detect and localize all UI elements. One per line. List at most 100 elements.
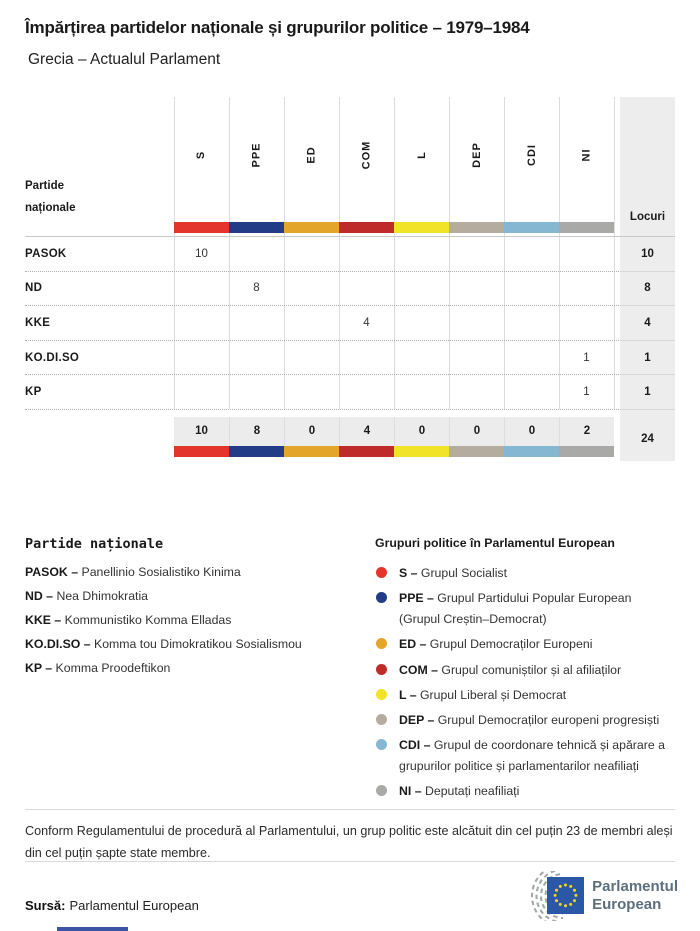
total-NI: 2 (559, 416, 614, 446)
table-row-PASOK: PASOK 10 10 (25, 237, 675, 272)
party-label: PASOK (25, 247, 67, 260)
seats-KP: 1 (620, 375, 675, 410)
column-separator (449, 97, 450, 409)
group-legend-text: CDI – Grupul de coordonare tehnică și ap… (399, 735, 675, 777)
cell-KO.DI.SO-CDI (504, 341, 559, 375)
row-header-label: Partide naționale (25, 180, 76, 214)
group-legend-item-COM: COM – Grupul comuniștilor și al afiliați… (375, 660, 675, 681)
divider-top (25, 809, 675, 810)
group-name: Grupul de coordonare tehnică și apărare … (399, 737, 665, 774)
cell-KP-DEP (449, 375, 504, 409)
party-legend-item-KKE: KKE – Kommunistiko Komma Elladas (25, 613, 375, 627)
cell-KO.DI.SO-PPE (229, 341, 284, 375)
party-legend-item-ND: ND – Nea Dhimokratia (25, 589, 375, 603)
divider-bottom (25, 861, 675, 862)
party-legend-item-KP: KP – Komma Proodeftikon (25, 661, 375, 675)
group-abbr: L – (399, 687, 420, 702)
column-header-label: COM (360, 140, 373, 170)
source-line: Sursă: Parlamentul European (25, 898, 199, 913)
group-legend-text: L – Grupul Liberal și Democrat (399, 685, 566, 706)
cell-ND-DEP (449, 272, 504, 306)
group-color-dot-PPE (376, 592, 387, 604)
ep-logo-line2: European (592, 896, 662, 913)
party-legend-item-PASOK: PASOK – Panellinio Sosialistiko Kinima (25, 565, 375, 579)
party-label: ND (25, 282, 43, 295)
cell-ND-NI (559, 272, 614, 306)
column-separator (229, 97, 230, 409)
cell-ND-CDI (504, 272, 559, 306)
bottom-blue-strip (57, 927, 128, 931)
group-color-bar-NI (559, 222, 614, 233)
group-color-bar-NI (559, 445, 614, 457)
party-legend-item-KO.DI.SO: KO.DI.SO – Komma tou Dimokratikou Sosial… (25, 637, 375, 651)
group-abbr: COM – (399, 662, 442, 677)
total-PPE: 8 (229, 416, 284, 446)
cell-PASOK-COM (339, 237, 394, 271)
column-header-NI: NI (559, 97, 614, 213)
group-color-bar-L (394, 222, 449, 233)
group-color-dot-CDI (376, 738, 387, 750)
column-header-label: PPE (250, 142, 263, 168)
seats-KKE: 4 (620, 306, 675, 341)
group-abbr: S – (399, 566, 421, 580)
seats-ND: 8 (620, 271, 675, 307)
group-abbr: NI – (399, 784, 425, 799)
party-name: Komma tou Dimokratikou Sosialismou (94, 637, 302, 651)
group-name: Grupul comuniștilor și al afiliaților (441, 662, 622, 677)
ep-logo-text: Parlamentul European (592, 878, 678, 914)
column-separator (174, 97, 175, 409)
column-separator (559, 97, 560, 409)
cell-KP-CDI (504, 375, 559, 409)
group-name: Deputați neafiliați (424, 784, 520, 799)
table-row-ND: ND 8 8 (25, 271, 675, 307)
group-name: Grupul Liberal și Democrat (419, 687, 567, 702)
cell-PASOK-ED (284, 237, 339, 271)
party-legend: Partide naționale PASOK – Panellinio Sos… (25, 536, 375, 806)
column-header-label: NI (580, 148, 593, 162)
total-S: 10 (195, 425, 208, 438)
column-header-label: L (415, 151, 428, 159)
party-abbr: KO.DI.SO – (25, 637, 95, 651)
total-DEP: 0 (449, 416, 504, 446)
group-legend-text: PPE – Grupul Partidului Popular European… (399, 588, 675, 630)
source-label: Sursă: (25, 898, 66, 913)
group-name: Grupul Partidului Popular European (Grup… (399, 591, 632, 627)
group-color-bar-PPE (229, 222, 284, 233)
seats-table: S PPE ED COM L DEP CDI NI Partide naționale Loc… (25, 97, 675, 461)
column-header-L: L (394, 97, 449, 213)
cell-ND-ED (284, 272, 339, 306)
cell-ND-PPE: 8 (253, 282, 260, 295)
party-label: KKE (25, 316, 51, 329)
cell-KP-L (394, 375, 449, 409)
seats-KO.DI.SO: 1 (620, 340, 675, 376)
party-label: KO.DI.SO (25, 351, 80, 364)
group-color-dot-DEP (376, 713, 387, 725)
cell-PASOK-NI (559, 237, 614, 271)
table-gap (25, 410, 675, 417)
group-name: Grupul Democraților europeni progresiști (437, 712, 660, 727)
group-legend-item-DEP: DEP – Grupul Democraților europeni progr… (375, 710, 675, 731)
party-legend-heading: Partide naționale (25, 536, 164, 552)
group-legend-item-S: S – Grupul Socialist (375, 563, 675, 584)
group-color-bar-S (174, 445, 229, 457)
group-abbr: PPE – (399, 591, 438, 606)
group-color-dot-COM (376, 663, 387, 675)
party-name: Nea Dhimokratia (56, 589, 149, 603)
column-separator (339, 97, 340, 409)
page-subtitle: Grecia – Actualul Parlament (28, 51, 221, 68)
column-header-PPE: PPE (229, 97, 284, 213)
group-color-bar-CDI (504, 222, 559, 233)
cell-ND-S (174, 272, 229, 306)
column-separator (504, 97, 505, 409)
total-COM: 4 (339, 416, 394, 446)
ep-logo-line1: Parlamentul (592, 878, 678, 895)
column-header-CDI: CDI (504, 97, 559, 213)
totals-color-bars (174, 445, 614, 457)
cell-KO.DI.SO-ED (284, 341, 339, 375)
column-header-label: CDI (525, 144, 538, 166)
group-legend-heading: Grupuri politice în Parlamentul European (375, 536, 615, 550)
group-legend: Grupuri politice în Parlamentul European… (375, 536, 675, 806)
group-legend-text: S – Grupul Socialist (399, 563, 507, 584)
group-legend-item-PPE: PPE – Grupul Partidului Popular European… (375, 588, 675, 630)
group-color-bar-COM (339, 222, 394, 233)
